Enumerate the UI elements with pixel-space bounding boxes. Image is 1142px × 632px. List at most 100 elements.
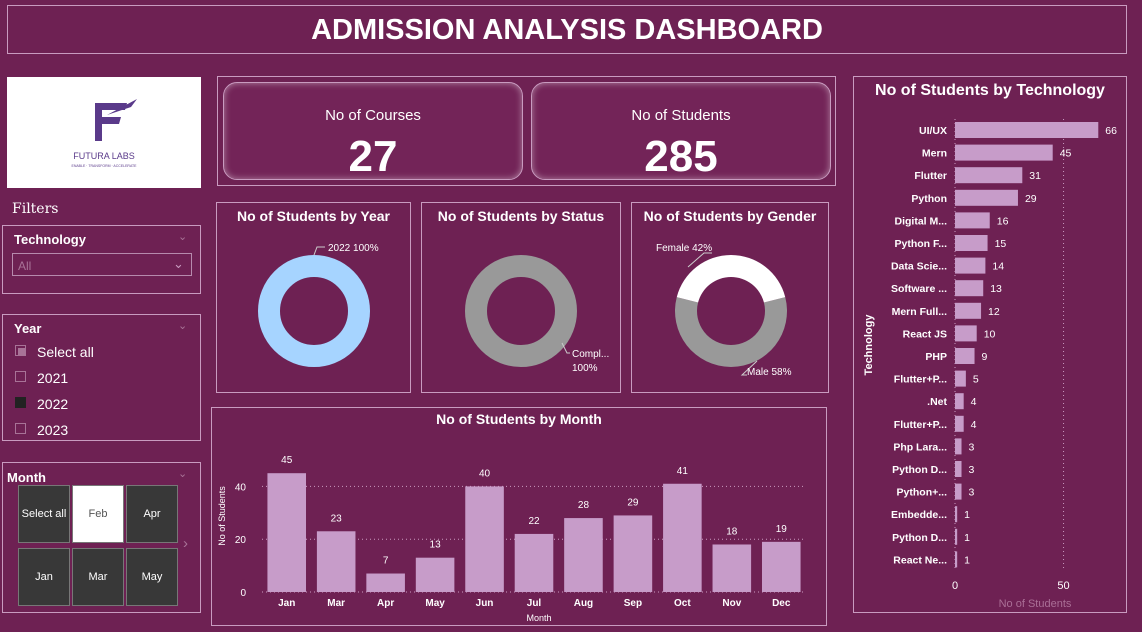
company-logo: FUTURA LABS ENABLE · TRANSFORM · ACCELER…	[7, 77, 201, 188]
checkbox-partial-icon	[15, 345, 26, 356]
month-tile-may[interactable]: May	[126, 548, 178, 606]
technology-chart-ytick: React Ne...	[893, 554, 947, 566]
technology-chart-ytick: Software ...	[891, 283, 947, 295]
technology-chart-data-label: 5	[973, 374, 979, 386]
chevron-down-icon[interactable]: ⌄	[178, 468, 188, 480]
donut-year-title: No of Students by Year	[237, 208, 390, 224]
technology-chart-data-label: 15	[995, 238, 1007, 250]
month-slicer-title: Month	[7, 470, 46, 485]
month-chart-ylabel: No of Students	[217, 486, 227, 546]
month-chart-data-label: 45	[281, 455, 293, 466]
month-tile-mar[interactable]: Mar	[72, 548, 124, 606]
month-chart-bar	[712, 544, 752, 592]
technology-chart-data-label: 3	[969, 487, 975, 499]
chevron-down-icon[interactable]: ⌄	[178, 320, 188, 332]
technology-chart-ytick: Mern	[922, 148, 947, 160]
month-chart-xlabel: Month	[526, 613, 551, 623]
technology-chart-ytick: Python D...	[892, 464, 947, 476]
technology-chart-data-label: 66	[1105, 125, 1117, 137]
month-chart-xtick: Jun	[476, 598, 494, 609]
chevron-right-icon[interactable]: ›	[183, 535, 188, 552]
month-chart-bar	[663, 483, 702, 592]
technology-chart-data-label: 16	[997, 215, 1009, 227]
technology-chart-ytick: React JS	[903, 328, 947, 340]
year-option-label: 2021	[37, 370, 69, 386]
technology-chart-bar	[955, 348, 975, 364]
technology-chart-ytick: Python D...	[892, 532, 947, 544]
chevron-down-icon[interactable]: ⌄	[178, 231, 188, 243]
kpi-card-courses: No of Courses 27	[223, 82, 523, 181]
kpi-courses-label: No of Courses	[325, 107, 421, 124]
technology-chart-bar	[955, 483, 962, 500]
month-chart-ytick: 20	[235, 535, 247, 546]
month-chart-bar	[366, 573, 405, 592]
technology-chart-bar	[955, 235, 988, 251]
year-option-label: 2023	[37, 422, 69, 438]
year-option-label: Select all	[37, 344, 94, 360]
donut-status-card: No of Students by Status Compl... 100%	[421, 202, 621, 393]
checkbox-icon	[15, 423, 26, 434]
month-chart-bar	[267, 473, 307, 592]
month-chart-xtick: Apr	[377, 598, 394, 609]
year-slicer-title: Year	[14, 321, 42, 336]
donut-status-pct: 100%	[572, 363, 598, 374]
technology-chart-data-label: 29	[1025, 193, 1037, 205]
checkbox-icon	[15, 371, 26, 382]
month-tile-jan[interactable]: Jan	[18, 548, 70, 606]
kpi-courses-value: 27	[348, 132, 398, 181]
month-bar-chart: No of Students Month 0 20 40 45 Jan 23 Mar 7 Apr…	[217, 455, 806, 623]
month-chart-ytick: 0	[240, 588, 246, 599]
technology-chart-data-label: 9	[982, 351, 988, 363]
technology-chart-bar	[955, 506, 958, 523]
month-chart-xtick: Aug	[574, 598, 593, 609]
donut-gender-male-label: Male 58%	[747, 367, 792, 378]
technology-chart-data-label: 1	[964, 554, 970, 566]
month-chart-data-label: 40	[479, 468, 491, 479]
technology-chart-data-label: 10	[984, 328, 996, 340]
technology-chart-bar	[955, 393, 964, 410]
technology-chart-ytick: Python+...	[897, 487, 948, 499]
technology-chart-bar	[955, 438, 962, 455]
logo-tagline: ENABLE · TRANSFORM · ACCELERATE	[71, 164, 137, 168]
month-chart-bar	[465, 486, 504, 592]
technology-chart-ytick: Data Scie...	[891, 261, 947, 273]
technology-chart-bar	[955, 122, 1099, 138]
technology-chart-bar	[955, 551, 958, 568]
month-tile-feb[interactable]: Feb	[72, 485, 124, 543]
month-tile-apr[interactable]: Apr	[126, 485, 178, 543]
technology-chart-data-label: 14	[992, 261, 1004, 273]
technology-chart-bar	[955, 302, 982, 319]
donut-status-label: Compl...	[572, 349, 609, 360]
technology-chart-xlabel: No of Students	[999, 598, 1072, 610]
month-chart-bar	[514, 533, 554, 592]
month-tile-select-all[interactable]: Select all	[18, 485, 70, 543]
month-chart-bar	[761, 541, 801, 592]
donut-year-label: 2022 100%	[328, 243, 379, 254]
technology-chart-ytick: Python F...	[895, 238, 948, 250]
month-chart-data-label: 28	[578, 500, 590, 511]
technology-chart-bar	[955, 280, 984, 297]
technology-chart-ytick: PHP	[925, 351, 947, 363]
month-chart-xtick: May	[425, 598, 445, 609]
month-chart-ytick: 40	[235, 482, 247, 493]
technology-chart-bar	[955, 370, 966, 387]
month-chart-data-label: 23	[331, 513, 343, 524]
technology-slicer-title: Technology	[14, 232, 86, 247]
donut-year-ring	[258, 255, 370, 367]
month-chart-data-label: 22	[528, 516, 540, 527]
kpi-panel: No of Courses 27 No of Students 285	[217, 76, 836, 186]
month-chart-data-label: 19	[776, 524, 788, 535]
technology-chart-ytick: Flutter	[914, 170, 947, 182]
technology-chart-data-label: 13	[990, 283, 1002, 295]
technology-dropdown[interactable]: All ⌄	[12, 253, 192, 276]
month-chart-xtick: Oct	[674, 598, 691, 609]
technology-chart-title: No of Students by Technology	[875, 82, 1105, 99]
month-chart-xtick: Nov	[722, 598, 741, 609]
month-chart-data-label: 7	[383, 556, 389, 567]
technology-chart-ytick: Flutter+P...	[894, 374, 947, 386]
month-chart-bar	[316, 531, 356, 592]
technology-chart-data-label: 45	[1060, 148, 1072, 160]
month-chart-title: No of Students by Month	[436, 411, 602, 427]
kpi-card-students: No of Students 285	[531, 82, 831, 181]
donut-gender-title: No of Students by Gender	[643, 208, 817, 224]
